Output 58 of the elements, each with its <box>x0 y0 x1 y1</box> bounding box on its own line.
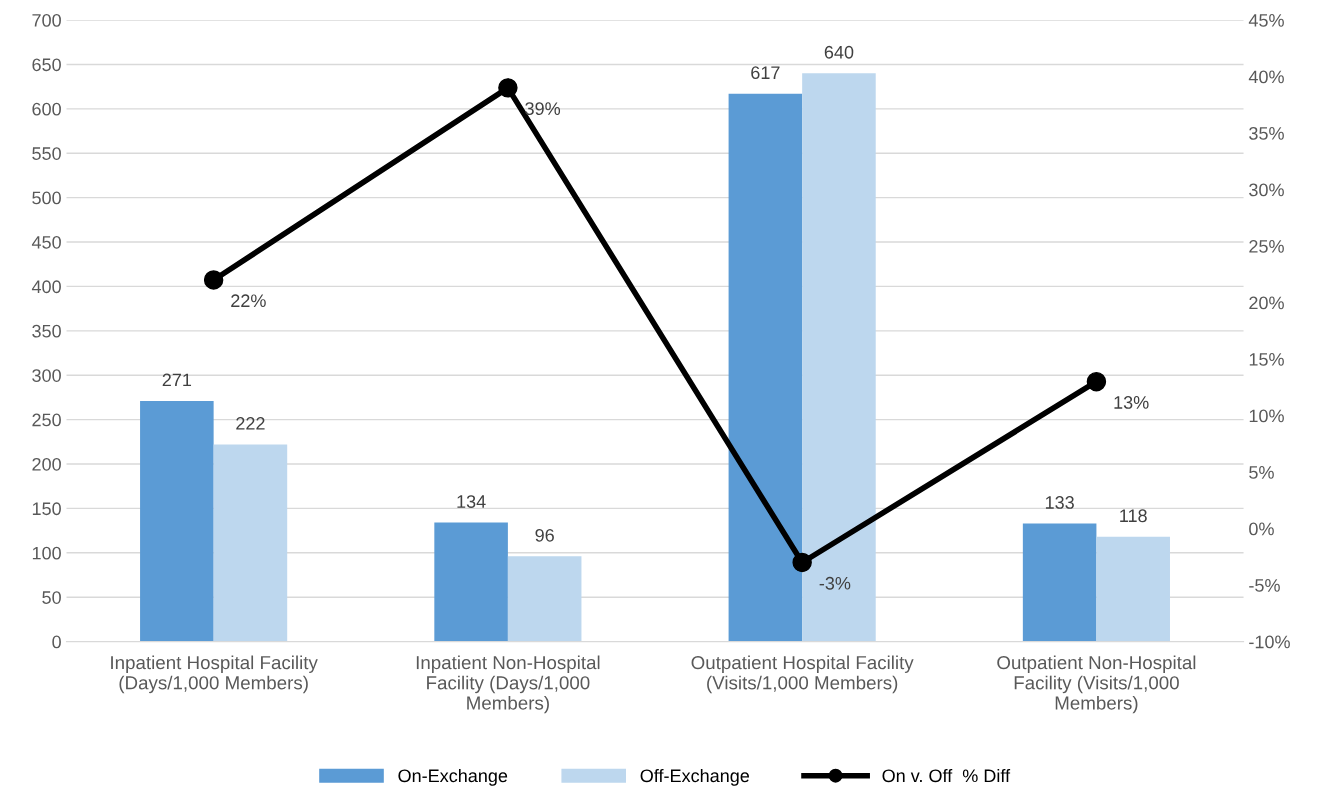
y2-tick-label: 15% <box>1249 353 1284 366</box>
point <box>498 78 518 98</box>
y-tick-label: 550 <box>32 147 61 160</box>
x-tick-label: Outpatient Hospital Facility (Visits/1,000 Members) <box>691 655 914 694</box>
y-tick-label: 300 <box>32 369 61 382</box>
bar <box>728 93 803 642</box>
y-tick-label: 200 <box>32 457 61 471</box>
point <box>203 270 224 290</box>
legend-label: Off-Exchange <box>640 768 750 786</box>
data-label: 22% <box>231 294 266 308</box>
y2-tick-label: 45% <box>1248 14 1284 27</box>
x-tick-label: Inpatient Non-Hospital Facility (Days/1,000 Members) <box>416 655 600 714</box>
data-label: 39% <box>525 102 561 116</box>
data-label: 640 <box>824 45 854 59</box>
y-tick-label: 700 <box>32 13 61 27</box>
data-label: 13% <box>1114 396 1149 409</box>
y2-tick-label: -10% <box>1249 635 1290 649</box>
bar <box>140 400 214 642</box>
bar <box>802 73 876 642</box>
y-tick-label: 650 <box>32 58 61 72</box>
y-tick-label: 600 <box>32 102 61 116</box>
data-label: -3% <box>819 576 851 590</box>
y-tick-label: 0 <box>52 635 61 649</box>
bar <box>434 522 508 642</box>
data-label: 96 <box>535 528 554 542</box>
legend-label: On v. Off % Diff <box>882 768 1011 783</box>
y2-tick-label: 20% <box>1249 296 1284 310</box>
x-tick-label: Inpatient Hospital Facility (Days/1,000 Members) <box>111 655 318 694</box>
y2-tick-label: 10% <box>1249 409 1284 423</box>
x-tick-label: Outpatient Non-Hospital Facility (Visits/1,000 Members) <box>997 655 1196 714</box>
bar <box>507 556 582 642</box>
y2-tick-label: 0% <box>1249 522 1274 536</box>
y-tick-label: 50 <box>42 591 61 604</box>
bar <box>1022 523 1097 642</box>
data-label: 271 <box>162 373 192 387</box>
y2-tick-label: 40% <box>1248 70 1284 84</box>
point <box>1086 371 1107 392</box>
y-tick-label: 250 <box>32 413 61 427</box>
y-tick-label: 500 <box>32 191 61 205</box>
y2-tick-label: 30% <box>1249 183 1284 197</box>
y2-tick-label: 25% <box>1249 240 1284 253</box>
data-label: 222 <box>236 417 265 430</box>
y-tick-label: 400 <box>31 280 61 294</box>
y2-tick-label: -5% <box>1249 579 1280 592</box>
bar <box>1096 536 1170 642</box>
point <box>792 552 812 573</box>
y-tick-label: 100 <box>32 546 61 560</box>
data-label: 118 <box>1120 509 1147 523</box>
legend-label: On-Exchange <box>398 768 508 786</box>
data-label: 617 <box>751 66 780 80</box>
y-tick-label: 350 <box>32 324 61 338</box>
data-label: 134 <box>457 495 486 508</box>
y2-tick-label: 35% <box>1249 126 1284 140</box>
data-label: 133 <box>1045 496 1074 509</box>
y-tick-label: 450 <box>31 235 61 249</box>
y-tick-label: 150 <box>32 502 61 516</box>
y2-tick-label: 5% <box>1249 466 1274 479</box>
bar <box>213 444 288 642</box>
